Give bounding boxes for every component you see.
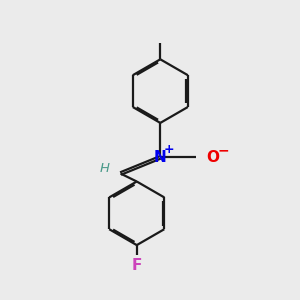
Text: +: +: [163, 142, 174, 156]
Text: O: O: [206, 150, 219, 165]
Text: H: H: [99, 162, 110, 175]
Text: F: F: [132, 258, 142, 273]
Text: −: −: [218, 143, 230, 157]
Text: N: N: [154, 150, 167, 165]
